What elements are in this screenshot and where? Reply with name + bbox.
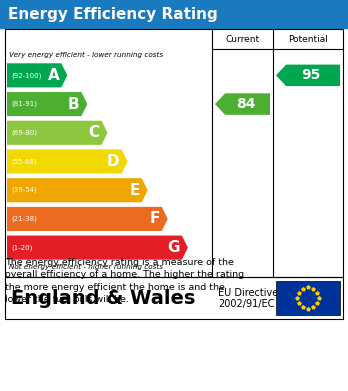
Polygon shape [7, 207, 168, 231]
Text: The energy efficiency rating is a measure of the
overall efficiency of a home. T: The energy efficiency rating is a measur… [5, 258, 244, 304]
Text: EU Directive: EU Directive [218, 288, 278, 298]
Polygon shape [7, 149, 128, 174]
Text: Potential: Potential [288, 34, 328, 43]
Text: (21-38): (21-38) [11, 216, 37, 222]
Bar [5, 277, 343, 319]
Text: (55-68): (55-68) [11, 158, 37, 165]
Bar [5, 29, 343, 277]
Polygon shape [7, 178, 148, 202]
Polygon shape [7, 63, 67, 88]
Text: A: A [48, 68, 59, 83]
Text: (69-80): (69-80) [11, 129, 37, 136]
Bar [0, 0, 348, 28]
Text: Energy Efficiency Rating: Energy Efficiency Rating [8, 7, 218, 22]
Text: Very energy efficient - lower running costs: Very energy efficient - lower running co… [9, 52, 163, 58]
Text: G: G [167, 240, 180, 255]
Text: F: F [149, 212, 160, 226]
Polygon shape [7, 236, 188, 260]
Text: B: B [68, 97, 79, 111]
Text: Current: Current [226, 34, 260, 43]
Polygon shape [276, 65, 340, 86]
Text: 95: 95 [301, 68, 321, 83]
Text: (39-54): (39-54) [11, 187, 37, 194]
Text: (92-100): (92-100) [11, 72, 41, 79]
Text: England & Wales: England & Wales [11, 289, 195, 307]
Polygon shape [7, 92, 87, 116]
Text: Not energy efficient - higher running costs: Not energy efficient - higher running co… [9, 264, 163, 270]
Bar [276, 281, 340, 315]
Text: C: C [88, 125, 100, 140]
Text: D: D [107, 154, 120, 169]
Text: 2002/91/EC: 2002/91/EC [218, 299, 274, 309]
Text: (81-91): (81-91) [11, 101, 37, 107]
Text: 84: 84 [236, 97, 255, 111]
Polygon shape [215, 93, 270, 115]
Text: (1-20): (1-20) [11, 244, 32, 251]
Polygon shape [7, 121, 108, 145]
Text: E: E [129, 183, 140, 198]
